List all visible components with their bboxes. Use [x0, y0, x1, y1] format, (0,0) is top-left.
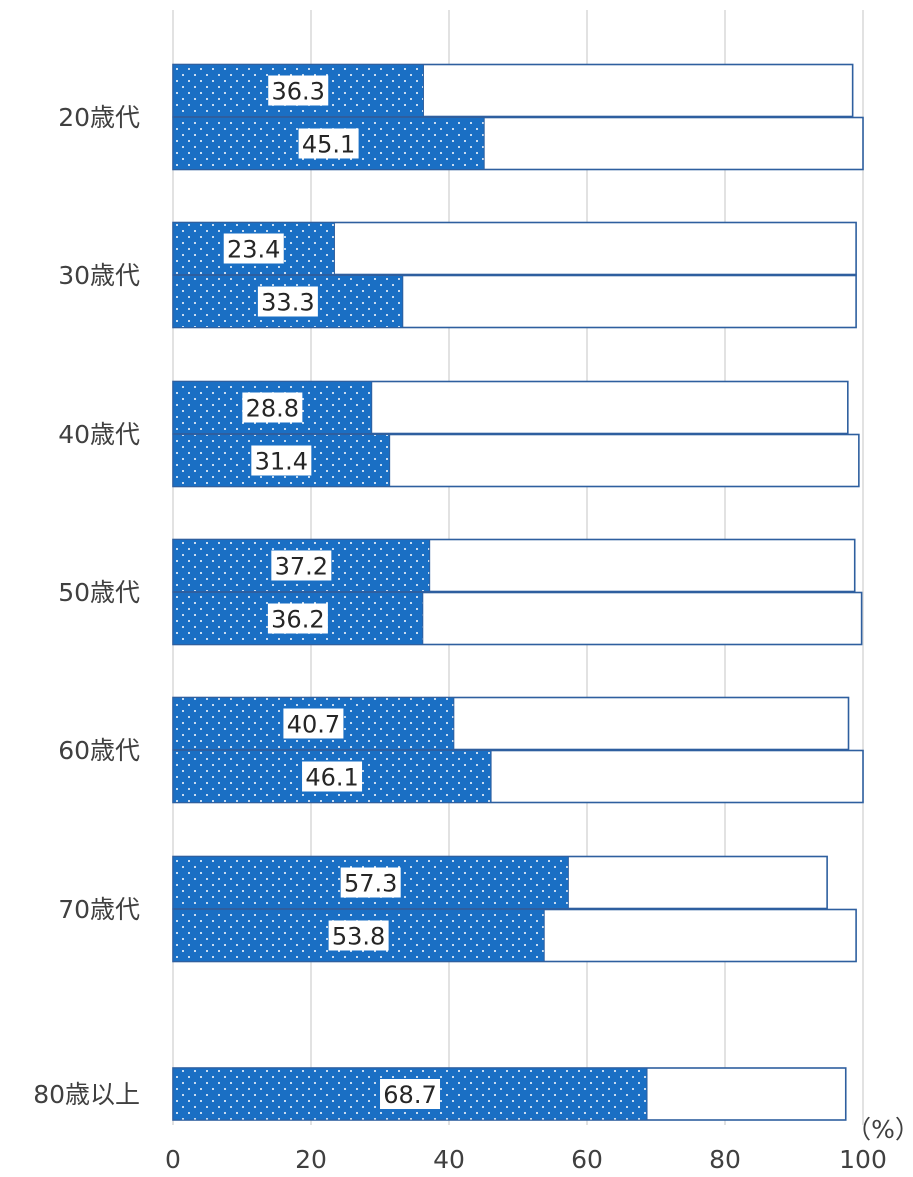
data-label: 53.8 [332, 923, 385, 951]
data-label: 40.7 [287, 711, 340, 739]
data-label: 57.3 [344, 870, 397, 898]
data-labels: 36.3 45.1 23.4 33.3 28.8 31.4 37.2 36.2 40.7 46.1… [223, 75, 441, 1109]
data-label-background [257, 286, 318, 317]
axes: 0 20 40 60 80 100（%） 20歳代 30歳代 40歳代 50歳代 60歳代 70歳代 8… [33, 103, 913, 1174]
data-label: 33.3 [261, 289, 314, 317]
data-label-background [302, 761, 363, 792]
category-label: 80歳以上 [33, 1080, 140, 1109]
data-label: 28.8 [246, 395, 299, 423]
category-label: 30歳代 [58, 261, 140, 290]
category-label: 20歳代 [58, 103, 140, 132]
data-label: 23.4 [227, 236, 280, 264]
data-label-background [268, 75, 329, 106]
category-label: 40歳代 [58, 420, 140, 449]
data-label: 37.2 [275, 553, 328, 581]
data-label-background [340, 867, 401, 898]
data-label-background [328, 920, 389, 951]
x-tick-label: 20 [295, 1145, 327, 1174]
x-tick-label: 80 [709, 1145, 741, 1174]
data-label: 46.1 [305, 764, 358, 792]
data-label-background [267, 603, 328, 634]
category-label: 70歳代 [58, 895, 140, 924]
data-label: 36.3 [272, 78, 325, 106]
data-label-background [251, 445, 312, 476]
x-tick-label: 0 [165, 1145, 181, 1174]
category-label: 60歳代 [58, 736, 140, 765]
data-label: 36.2 [271, 606, 324, 634]
data-label-background [242, 392, 303, 423]
data-label-background [380, 1079, 441, 1109]
bars [172, 63, 864, 1121]
data-label: 68.7 [383, 1081, 436, 1109]
x-tick-label: 40 [433, 1145, 465, 1174]
x-tick-label: 60 [571, 1145, 603, 1174]
unit-label: （%） [846, 1115, 913, 1144]
data-label-background [298, 128, 359, 159]
category-label: 50歳代 [58, 578, 140, 607]
data-label: 45.1 [302, 131, 355, 159]
data-label-background [283, 708, 344, 739]
data-label-background [271, 550, 332, 581]
data-label: 31.4 [255, 448, 308, 476]
data-label-background [223, 233, 284, 264]
x-tick-label: 100 [839, 1145, 887, 1174]
